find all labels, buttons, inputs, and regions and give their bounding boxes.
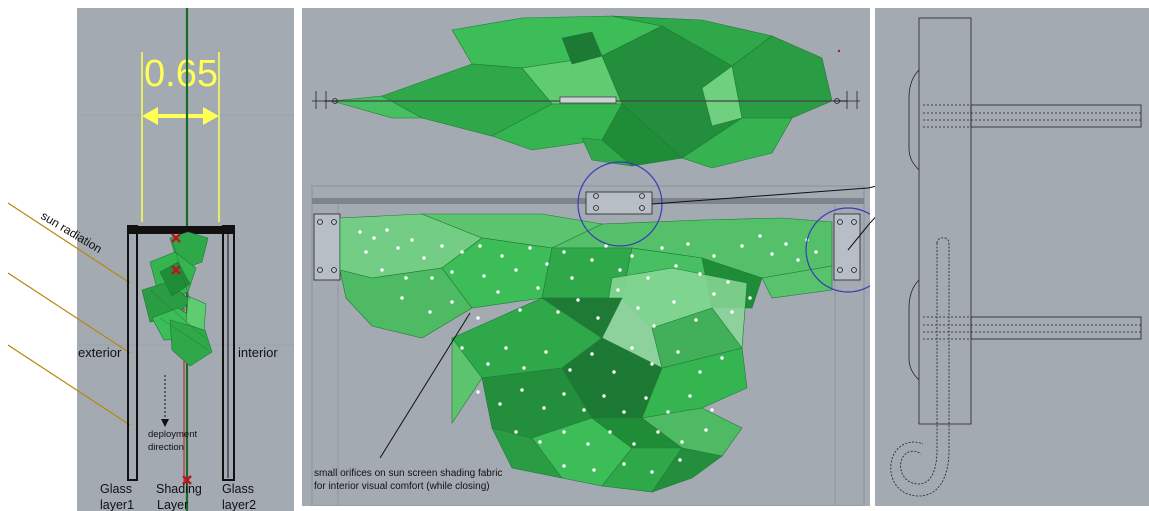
rod-clamp: [559, 96, 617, 104]
right-bracket: [833, 213, 861, 281]
annotation-line2: for interior visual comfort (while closi…: [314, 481, 490, 492]
callout-circle-top: [577, 161, 663, 247]
dimension-arrowhead-left: [142, 107, 158, 125]
glass-layer2-label-line1: Glass: [222, 482, 254, 496]
elevation-panel: small orifices on sun screen shading fab…: [302, 8, 870, 506]
hook: [900, 243, 938, 485]
shading-layer-label-line1: Shading: [156, 482, 202, 496]
section-panel: 0.65 sun radiation: [7, 8, 294, 511]
top-bracket: [585, 191, 653, 215]
glass-layer2-label-line2: layer2: [222, 498, 256, 511]
deployment-arrowhead: [161, 419, 169, 427]
deployment-label-line1: deployment: [148, 429, 197, 440]
folded-fabric-plan: [331, 15, 833, 169]
glass-layer1-outer: [127, 225, 138, 481]
shading-layer-label-line2: Layer: [157, 498, 188, 511]
interior-label: interior: [238, 345, 278, 360]
detail-panel: [875, 8, 1149, 506]
glass-layer1-label-line1: Glass: [100, 482, 132, 496]
lower-rod: [970, 316, 1142, 340]
annotation-leader: [379, 312, 471, 459]
lower-bracket-profile: [908, 279, 920, 381]
upper-rod: [970, 104, 1142, 128]
rod-end-left: [312, 91, 338, 109]
rod-end-right: [834, 91, 860, 109]
fixing-point-markers: [171, 233, 192, 485]
deployment-label-line2: direction: [148, 442, 184, 453]
dimension-arrowhead-right: [203, 107, 219, 125]
deployed-fabric: [339, 213, 833, 493]
mounting-plate: [918, 17, 972, 425]
annotation-line1: small orifices on sun screen shading fab…: [314, 468, 502, 479]
red-dot: [837, 49, 841, 53]
outer-frame: [311, 185, 865, 506]
sun-ray: [7, 202, 131, 284]
exterior-label: exterior: [78, 345, 122, 360]
callout-leader: [847, 222, 870, 251]
left-bracket: [313, 213, 341, 281]
detail-viewport: [875, 8, 1149, 506]
sun-ray: [7, 272, 131, 354]
callout-circle-right: [805, 207, 870, 293]
sun-ray: [7, 344, 131, 426]
upper-bracket-profile: [908, 69, 920, 171]
shading-fabric-section: [141, 231, 213, 367]
top-frame-bar: [128, 226, 234, 234]
glass-layer1-label-line2: layer1: [100, 498, 134, 511]
callout-leader: [651, 187, 869, 205]
dimension-value: 0.65: [144, 53, 218, 95]
glass-layer2-outer: [222, 225, 235, 481]
fabric-orifices: [358, 228, 818, 474]
